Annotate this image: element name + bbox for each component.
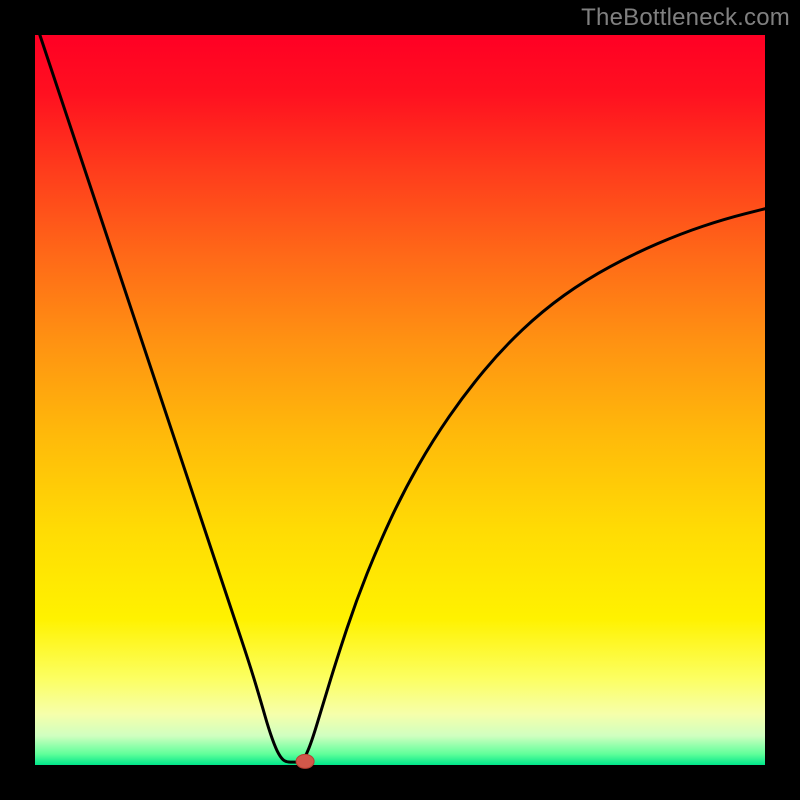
chart-container: TheBottleneck.com [0, 0, 800, 800]
optimum-marker [296, 754, 314, 768]
curve-layer [35, 35, 765, 765]
plot-area [35, 35, 765, 765]
bottleneck-curve [35, 20, 765, 762]
watermark-text: TheBottleneck.com [581, 4, 790, 32]
